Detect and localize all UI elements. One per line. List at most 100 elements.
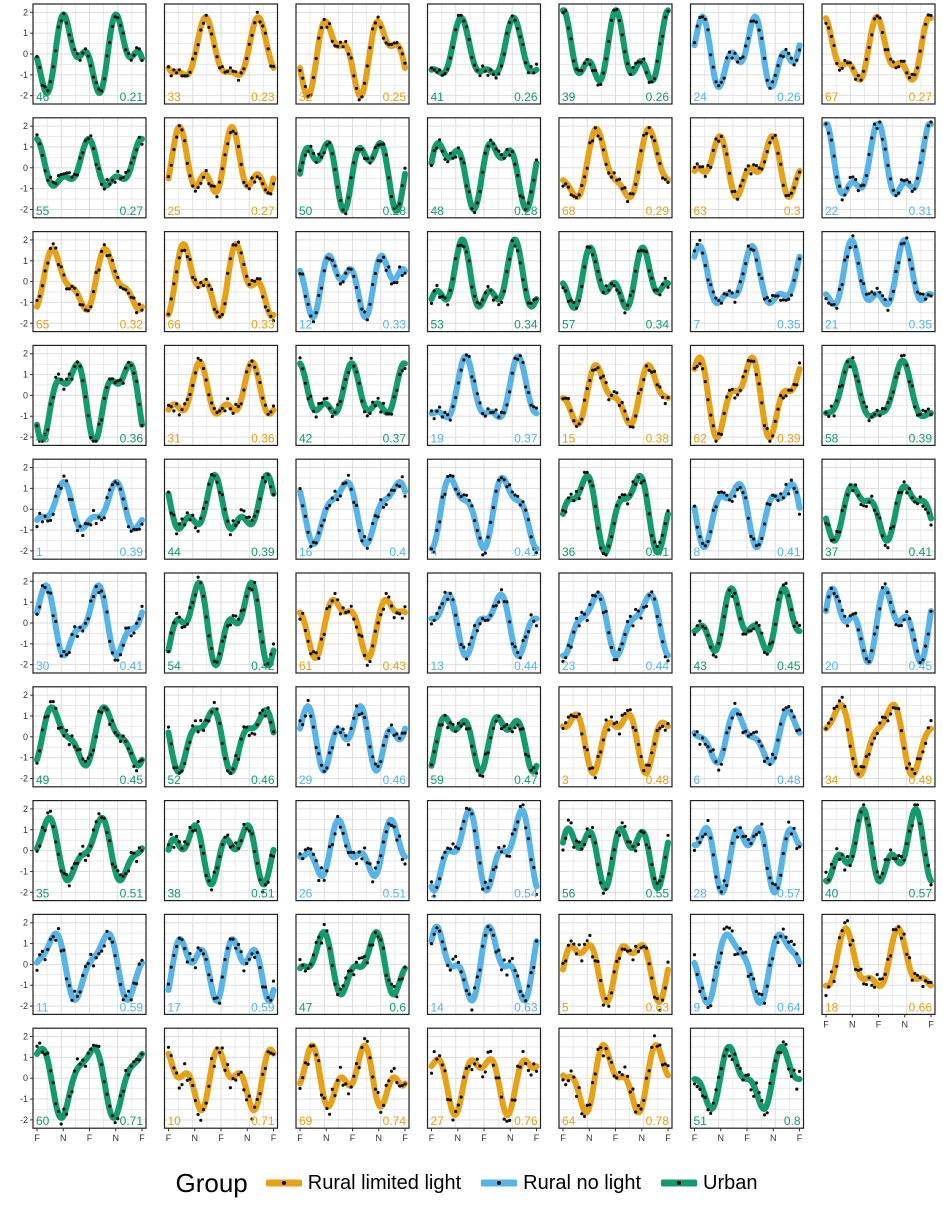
- data-point: [228, 623, 232, 627]
- data-point: [695, 162, 699, 166]
- data-point: [263, 31, 267, 35]
- data-point: [341, 984, 345, 988]
- data-point: [910, 72, 914, 76]
- data-point: [897, 854, 901, 858]
- data-point: [303, 714, 307, 718]
- data-point: [126, 869, 131, 873]
- data-point: [65, 728, 69, 733]
- data-point: [319, 866, 324, 870]
- data-point: [797, 257, 802, 261]
- data-point: [228, 66, 232, 70]
- data-point: [840, 508, 844, 513]
- data-point: [902, 932, 906, 936]
- data-point: [736, 197, 740, 201]
- data-point: [94, 521, 98, 526]
- y-tick-label: 0: [23, 504, 28, 514]
- data-point: [609, 715, 614, 719]
- data-point: [124, 48, 128, 52]
- data-point: [886, 48, 890, 52]
- data-point: [829, 862, 834, 866]
- data-point: [491, 933, 495, 937]
- panel-frame: [558, 458, 673, 560]
- data-point: [840, 198, 844, 202]
- panel-id-label: 7: [694, 318, 701, 332]
- data-point: [135, 46, 139, 50]
- data-point: [75, 173, 79, 177]
- panel-id-label: 37: [825, 545, 839, 559]
- data-point: [446, 160, 450, 164]
- data-point: [475, 68, 479, 72]
- data-point: [129, 850, 133, 855]
- data-point: [875, 286, 879, 290]
- data-point: [360, 956, 364, 960]
- data-point: [180, 769, 184, 773]
- data-point: [376, 515, 380, 519]
- data-point: [894, 66, 898, 70]
- data-point: [255, 372, 259, 376]
- data-point: [258, 629, 262, 633]
- data-point: [177, 840, 181, 844]
- data-point: [67, 650, 71, 655]
- data-point: [615, 288, 619, 292]
- data-point: [703, 1095, 707, 1099]
- data-point: [62, 273, 66, 277]
- data-point: [124, 1068, 128, 1073]
- data-point: [924, 135, 928, 140]
- data-point: [650, 276, 654, 280]
- data-point: [247, 1094, 251, 1098]
- data-point: [132, 371, 136, 375]
- data-point: [97, 268, 101, 272]
- panel-frame: [689, 3, 805, 105]
- data-point: [862, 69, 866, 73]
- data-point: [701, 251, 705, 255]
- data-point: [395, 1080, 399, 1085]
- data-point: [609, 282, 614, 286]
- data-point: [905, 178, 909, 182]
- data-point: [97, 87, 101, 91]
- data-point: [116, 1117, 120, 1121]
- data-point: [513, 968, 517, 973]
- data-point: [140, 758, 144, 762]
- panel-value-label: 0.31: [909, 204, 933, 218]
- data-point: [140, 958, 144, 962]
- data-point: [883, 716, 887, 720]
- data-point: [642, 378, 646, 382]
- data-point: [642, 57, 646, 61]
- data-point: [328, 605, 332, 609]
- data-point: [604, 57, 608, 61]
- data-point: [913, 281, 917, 285]
- data-point: [561, 397, 565, 401]
- data-point: [435, 1057, 439, 1061]
- data-point: [43, 269, 47, 273]
- panel-id-label: 12: [299, 318, 313, 332]
- data-point: [199, 358, 203, 362]
- data-point: [623, 947, 627, 952]
- data-point: [918, 292, 922, 296]
- panel-id-label: 23: [562, 659, 576, 673]
- data-point: [481, 617, 485, 621]
- panel-58: 58 0.39: [821, 344, 936, 446]
- data-point: [757, 623, 761, 628]
- data-point: [784, 194, 788, 198]
- data-point: [51, 65, 55, 69]
- data-point: [489, 410, 493, 415]
- data-point: [467, 354, 471, 359]
- data-point: [48, 175, 53, 179]
- data-point: [218, 1050, 222, 1055]
- data-point: [872, 736, 877, 740]
- data-point: [577, 840, 581, 844]
- panel-value-label: 0.64: [777, 1000, 801, 1014]
- panel-66: 66 0.33: [163, 231, 279, 333]
- panel-37: 37 0.41: [821, 458, 936, 560]
- data-point: [400, 857, 404, 862]
- data-point: [89, 952, 93, 957]
- data-point: [245, 1098, 249, 1102]
- data-point: [54, 938, 58, 942]
- data-point: [245, 827, 249, 831]
- data-point: [454, 155, 458, 159]
- data-point: [346, 267, 351, 271]
- data-point: [247, 42, 251, 46]
- data-point: [108, 488, 112, 492]
- data-point: [717, 432, 721, 436]
- data-point: [717, 961, 721, 965]
